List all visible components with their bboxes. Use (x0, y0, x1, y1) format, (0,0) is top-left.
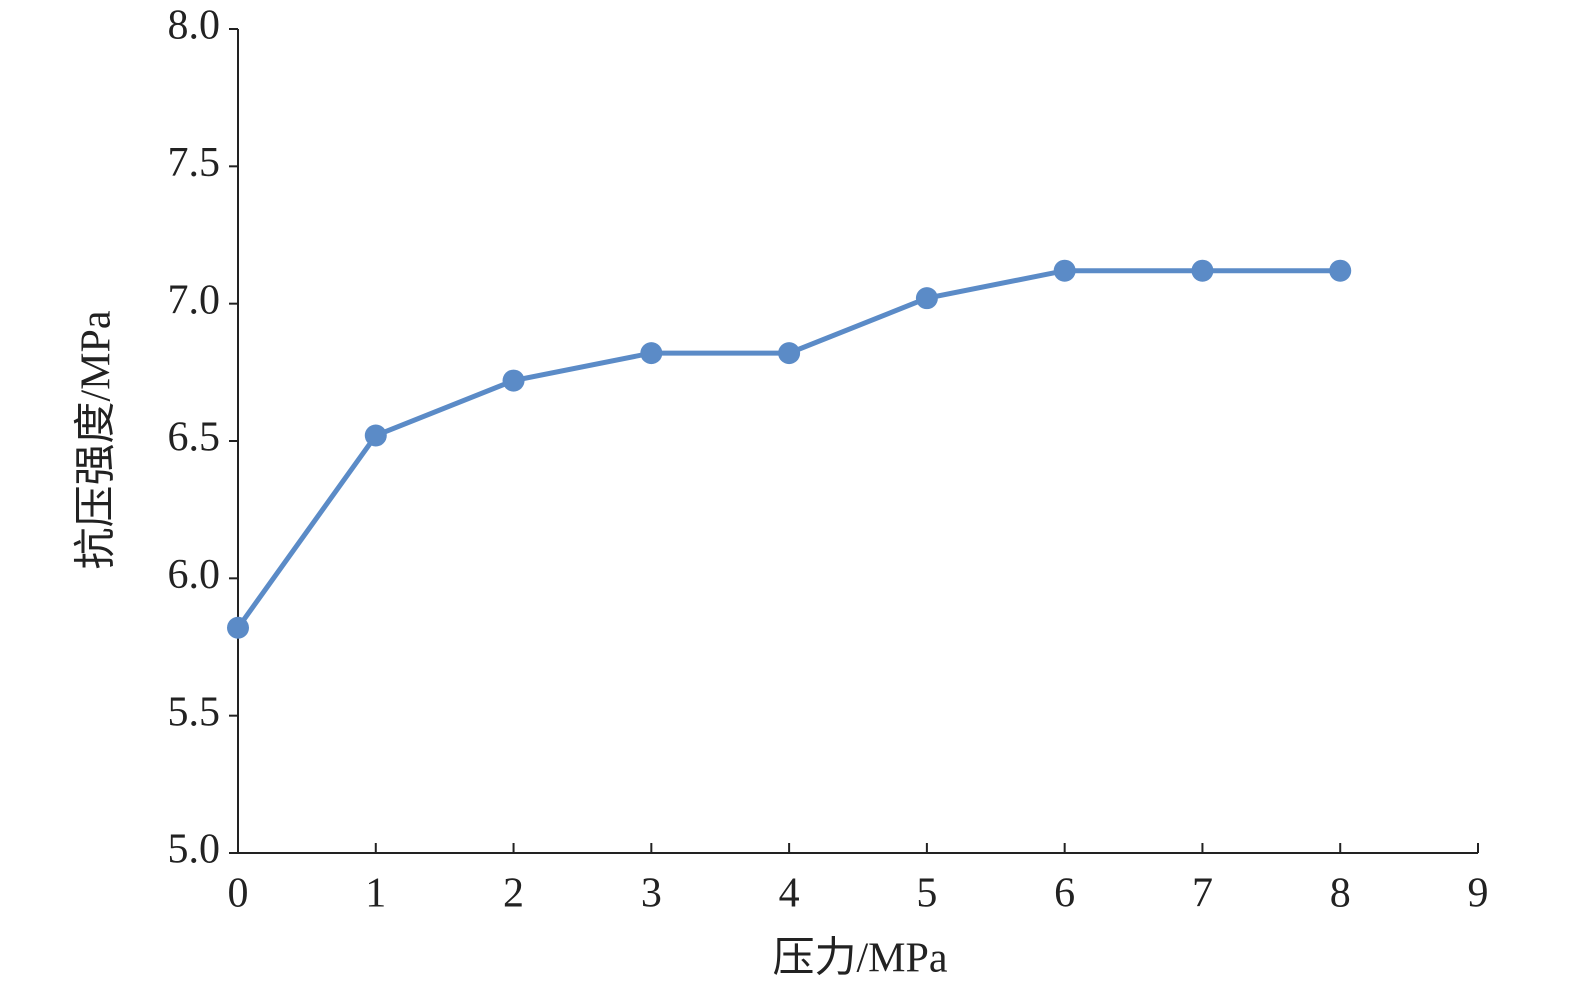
y-tick-label: 5.0 (168, 827, 221, 873)
data-point (778, 342, 801, 365)
data-point (1329, 259, 1352, 282)
x-tick-label: 9 (1468, 871, 1489, 917)
x-tick-label: 3 (641, 871, 662, 917)
data-point (364, 424, 387, 447)
y-tick-label: 8.0 (168, 3, 221, 49)
x-tick-label: 1 (365, 871, 386, 917)
y-tick-label: 6.5 (168, 415, 221, 461)
y-tick-label: 5.5 (168, 689, 221, 735)
x-tick-label: 0 (228, 871, 249, 917)
data-point (640, 342, 663, 365)
x-tick-label: 4 (779, 871, 800, 917)
data-point (915, 287, 938, 310)
x-tick-label: 8 (1330, 871, 1351, 917)
y-tick-label: 7.5 (168, 140, 221, 186)
data-point (227, 616, 249, 639)
x-tick-label: 7 (1192, 871, 1213, 917)
data-line (235, 268, 1341, 630)
y-tick-label: 7.0 (168, 277, 221, 323)
data-point (1191, 259, 1214, 282)
y-tick-label: 6.0 (168, 552, 221, 598)
data-point (502, 369, 525, 392)
x-tick-label: 5 (916, 871, 937, 917)
data-point (1053, 259, 1076, 282)
x-tick-label: 2 (503, 871, 524, 917)
y-axis-label: 抗压强度/MPa (73, 310, 120, 569)
x-axis-label: 压力/MPa (772, 936, 947, 982)
x-tick-label: 6 (1054, 871, 1075, 917)
